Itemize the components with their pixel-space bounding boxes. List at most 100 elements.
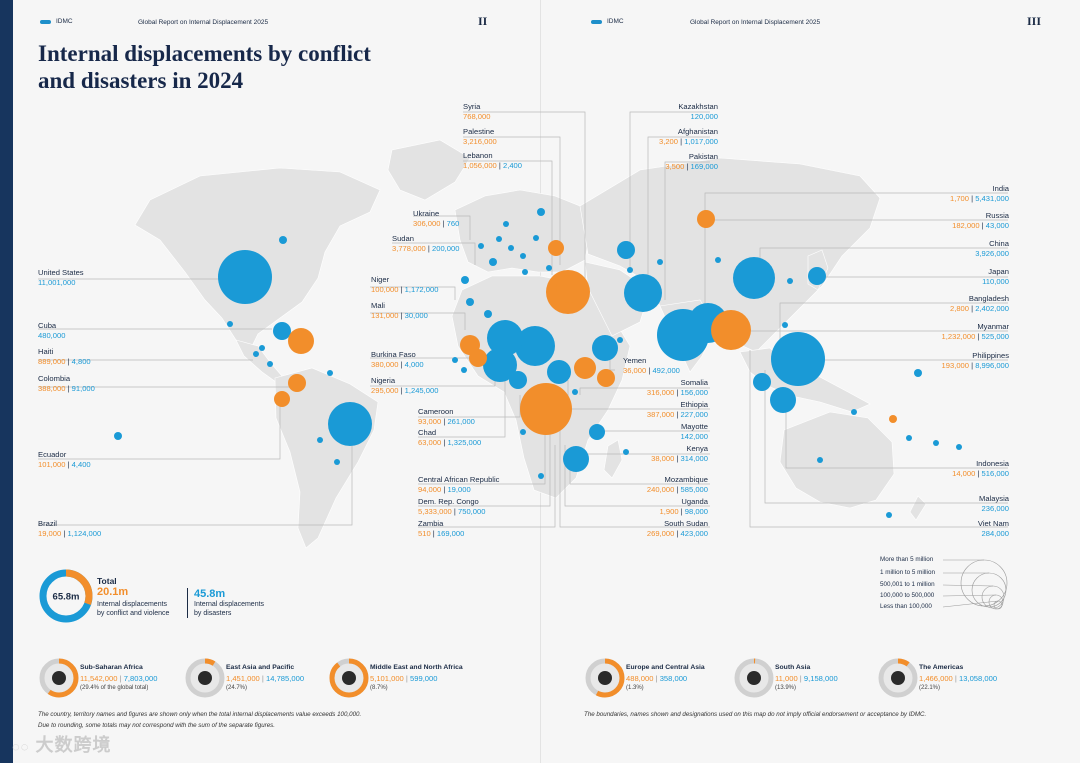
country-name: Malaysia bbox=[979, 494, 1009, 503]
bubble-pakistan bbox=[617, 241, 635, 259]
region-values: 1,466,000 | 13,058,000 bbox=[919, 674, 998, 683]
country-name: Burkina Faso bbox=[371, 350, 416, 359]
conflict-value: 295,000 bbox=[371, 386, 399, 395]
disaster-value: 11,001,000 bbox=[38, 278, 76, 287]
region-conflict-value: 1,451,000 bbox=[226, 674, 260, 683]
country-name: Niger bbox=[371, 275, 390, 284]
region-silhouette-icon bbox=[891, 671, 905, 685]
conflict-value: 193,000 bbox=[941, 361, 969, 370]
disaster-value: 423,000 bbox=[680, 529, 708, 538]
label-kenya: Kenya 38,000 | 314,000 bbox=[651, 444, 708, 463]
bubble-viet-nam bbox=[753, 373, 771, 391]
region-share: (22.1%) bbox=[919, 685, 941, 691]
disaster-value: 169,000 bbox=[690, 162, 718, 171]
region-conflict-arc bbox=[734, 658, 774, 698]
label-somalia: Somalia 316,000 | 156,000 bbox=[646, 378, 708, 397]
region-donut bbox=[39, 658, 79, 698]
region-name: Middle East and North Africa bbox=[370, 664, 463, 671]
disaster-value: 169,000 bbox=[436, 529, 465, 538]
caption-line: by disasters bbox=[194, 609, 232, 617]
label-ethiopia: Ethiopia 387,000 | 227,000 bbox=[646, 400, 708, 419]
label-niger: Niger 100,000 | 1,172,000 bbox=[371, 275, 439, 294]
watermark-text: 大数跨境 bbox=[35, 735, 112, 755]
conflict-value: 63,000 bbox=[418, 438, 442, 447]
country-name: Sudan bbox=[392, 234, 414, 243]
disaster-value: 236,000 bbox=[981, 504, 1009, 513]
country-name: Mayotte bbox=[680, 422, 708, 431]
small-bubbles bbox=[114, 208, 962, 518]
label-pakistan: Pakistan 3,500 | 169,000 bbox=[665, 152, 718, 171]
conflict-value: 387,000 bbox=[646, 410, 675, 419]
disaster-value: 227,000 bbox=[680, 410, 708, 419]
label-myanmar: Myanmar 1,232,000 | 525,000 bbox=[941, 322, 1009, 341]
legend-size-5: Less than 100,000 bbox=[880, 603, 932, 610]
country-name: South Sudan bbox=[664, 519, 708, 528]
disaster-value: 480,000 bbox=[38, 331, 66, 340]
conflict-value: 380,000 bbox=[371, 360, 399, 369]
bubble-colombia bbox=[288, 374, 306, 392]
disaster-value: 4,000 bbox=[404, 360, 424, 369]
label-brazil: Brazil 19,000 | 1,124,000 bbox=[38, 519, 102, 538]
total-label: Total bbox=[97, 576, 117, 586]
page-number-right: III bbox=[1027, 14, 1042, 28]
conflict-value: 510 bbox=[418, 529, 431, 538]
label-lebanon: Lebanon 1,056,000 | 2,400 bbox=[463, 151, 523, 170]
region-values: 488,000 | 358,000 bbox=[626, 674, 688, 683]
conflict-value: 2,800 bbox=[949, 304, 969, 313]
disaster-value: 1,245,000 bbox=[404, 386, 439, 395]
conflict-value: 1,700 bbox=[949, 194, 969, 203]
bubble-malaysia bbox=[770, 387, 796, 413]
conflict-value: 101,000 bbox=[38, 460, 66, 469]
page-number-left: II bbox=[478, 14, 488, 28]
region-share: (24.7%) bbox=[226, 685, 248, 691]
region-disaster-value: 599,000 bbox=[410, 674, 438, 683]
disaster-value: 1,325,000 bbox=[447, 438, 482, 447]
conflict-value: 5,333,000 bbox=[418, 507, 452, 516]
region-share: (8.7%) bbox=[370, 685, 388, 691]
region-donut bbox=[878, 658, 918, 698]
country-name: Haiti bbox=[38, 347, 54, 356]
conflict-value: 3,778,000 bbox=[392, 244, 426, 253]
country-name: Somalia bbox=[680, 378, 708, 387]
disaster-value: 1,017,000 bbox=[684, 137, 718, 146]
label-cuba: Cuba 480,000 bbox=[38, 321, 65, 341]
disaster-value: 2,400 bbox=[503, 161, 523, 170]
title-line-2: and disasters in 2024 bbox=[38, 68, 244, 93]
conflict-value: 14,000 bbox=[952, 469, 976, 478]
disaster-value: 284,000 bbox=[981, 529, 1009, 538]
region-conflict-value: 5,101,000 bbox=[370, 674, 404, 683]
country-name: Ethiopia bbox=[680, 400, 708, 409]
bubble-chad bbox=[515, 326, 555, 366]
country-name: Indonesia bbox=[976, 459, 1009, 468]
label-central-african-republic: Central African Republic 94,000 | 19,000 bbox=[418, 475, 500, 494]
conflict-value: 182,000 bbox=[952, 221, 980, 230]
conflict-value: 94,000 bbox=[418, 485, 442, 494]
disaster-value: 4,400 bbox=[71, 460, 91, 469]
region-conflict-arc bbox=[39, 658, 79, 698]
disaster-value: 1,172,000 bbox=[404, 285, 439, 294]
label-uganda: Uganda 1,900 | 98,000 bbox=[659, 497, 708, 516]
conflict-value: 131,000 bbox=[371, 311, 399, 320]
label-zambia: Zambia 510 | 169,000 bbox=[418, 519, 465, 538]
label-united-states: United States 11,001,000 bbox=[38, 268, 84, 288]
caption-line: Internal displacements bbox=[97, 601, 168, 608]
country-name: China bbox=[989, 239, 1009, 248]
label-india: India 1,700 | 5,431,000 bbox=[949, 184, 1009, 203]
new-zealand-shape bbox=[909, 495, 927, 521]
disaster-value: 98,000 bbox=[684, 507, 708, 516]
country-name: Syria bbox=[463, 102, 481, 111]
label-kazakhstan: Kazakhstan 120,000 bbox=[678, 102, 718, 122]
country-name: Mali bbox=[371, 301, 385, 310]
total-disaster-value: 45.8m bbox=[194, 588, 226, 600]
region-values: 11,542,000 | 7,803,000 bbox=[80, 674, 158, 683]
region-silhouette-icon bbox=[747, 671, 761, 685]
country-name: Dem. Rep. Congo bbox=[418, 497, 479, 506]
bubble-nigeria bbox=[483, 348, 517, 382]
disaster-value: 516,000 bbox=[981, 469, 1009, 478]
country-name: Japan bbox=[988, 267, 1009, 276]
disaster-value: 760 bbox=[446, 219, 460, 228]
conflict-value: 240,000 bbox=[646, 485, 675, 494]
region-values: 11,000 | 9,158,000 bbox=[775, 674, 838, 683]
region-name: South Asia bbox=[775, 664, 811, 671]
country-name: Colombia bbox=[38, 374, 71, 383]
